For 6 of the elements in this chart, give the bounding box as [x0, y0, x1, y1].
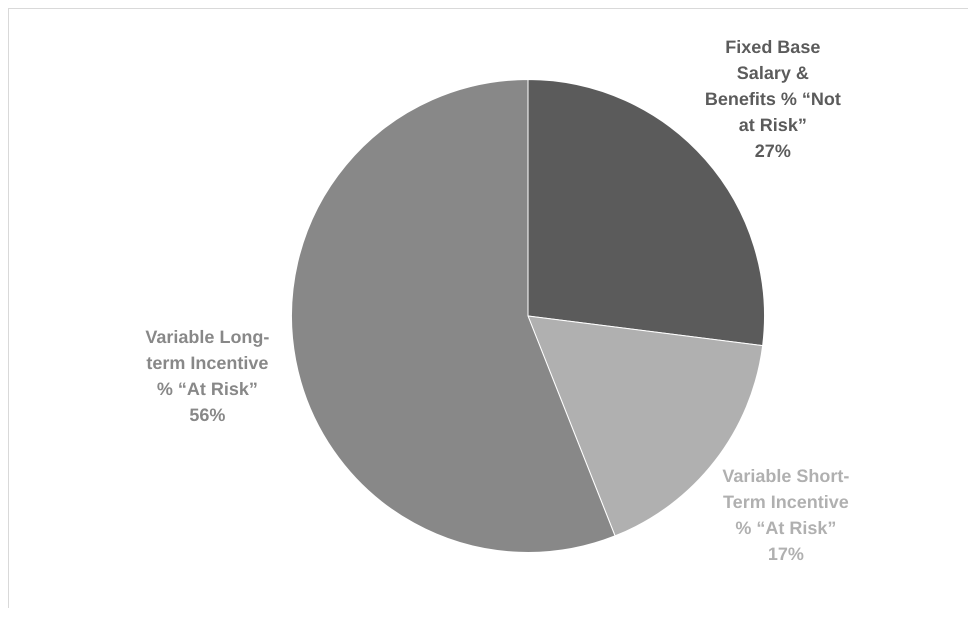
data-label: 27%: [754, 141, 791, 162]
data-label: 56%: [189, 405, 226, 426]
slice-label: Fixed Base Salary & Benefits % “Not at Risk”: [704, 37, 841, 136]
data-label: 17%: [768, 544, 804, 564]
slice-label: Variable Short-Term Incentive % “At Risk”: [722, 466, 850, 538]
slice-label: Variable Long-term Incentive % “At Risk”: [145, 327, 270, 400]
